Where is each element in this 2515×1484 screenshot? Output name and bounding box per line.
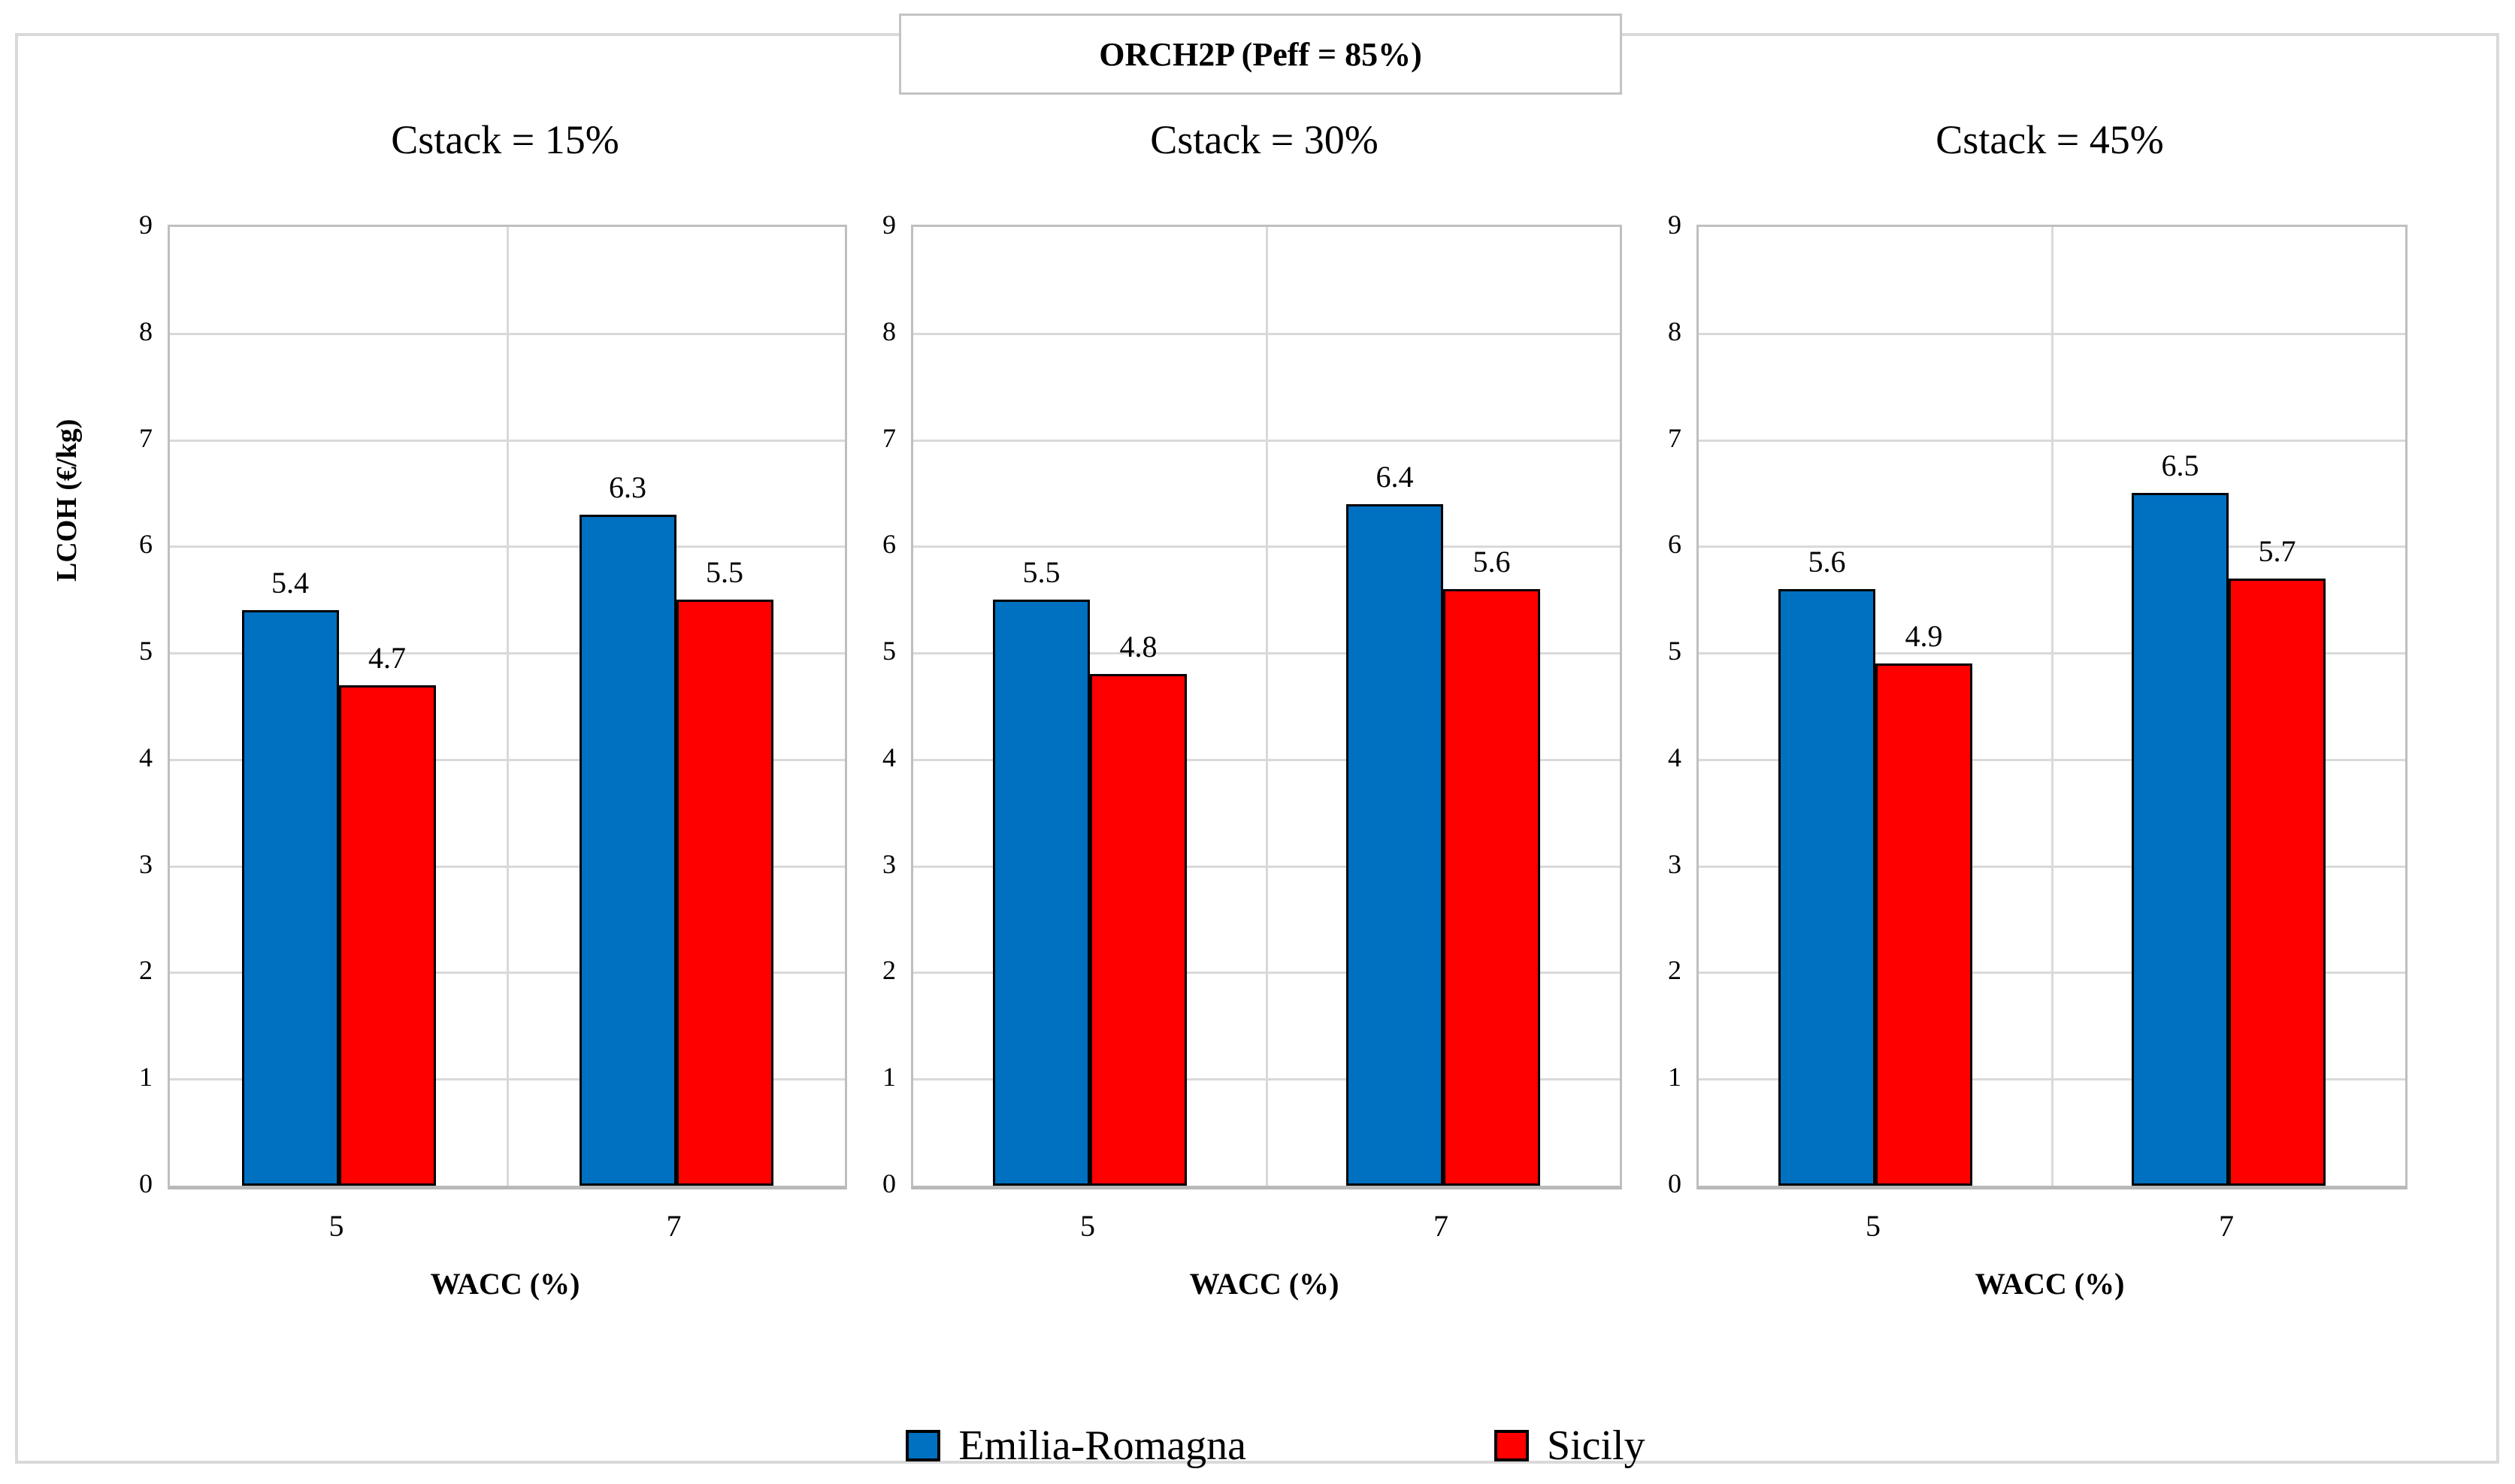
bar-value-label: 5.6 <box>1808 545 1846 579</box>
bar-emilia-romagna <box>241 610 339 1186</box>
bar-sicily <box>1090 674 1187 1186</box>
y-tick-label: 4 <box>139 742 153 772</box>
y-tick-label: 7 <box>139 422 153 453</box>
y-tick-label: 6 <box>1668 529 1681 560</box>
gridline <box>507 227 509 1186</box>
x-axis-label: WACC (%) <box>430 1267 580 1301</box>
y-tick-label: 8 <box>1668 316 1681 346</box>
bar-value-label: 6.3 <box>609 470 646 504</box>
legend-swatch-sicily <box>1494 1430 1529 1461</box>
chart-title: ORCH2P (Peff = 85%) <box>1099 35 1422 73</box>
y-tick-label: 0 <box>1668 1168 1681 1198</box>
legend-label: Emilia-Romagna <box>958 1422 1246 1469</box>
bar-value-label: 6.5 <box>2161 449 2199 483</box>
legend-label: Sicily <box>1546 1422 1645 1469</box>
bar-value-label: 4.9 <box>1905 619 1943 654</box>
chart-title-box: ORCH2P (Peff = 85%) <box>899 14 1622 95</box>
gridline <box>2051 227 2053 1186</box>
bar-sicily <box>1443 589 1540 1186</box>
x-tick-label: 5 <box>1866 1209 1881 1243</box>
legend-swatch-emilia-romagna <box>906 1430 941 1461</box>
y-tick-label: 3 <box>882 848 896 879</box>
bar-emilia-romagna <box>2132 493 2229 1186</box>
y-tick-label: 8 <box>139 316 153 346</box>
x-tick-label: 5 <box>328 1209 344 1243</box>
plot-area: 5.5 4.8 6.4 5.6 <box>911 225 1622 1189</box>
bar-emilia-romagna <box>1778 589 1875 1186</box>
y-tick-label: 2 <box>882 955 896 986</box>
y-tick-label: 9 <box>882 210 896 240</box>
bar-emilia-romagna <box>1346 503 1443 1186</box>
bar-value-label: 4.7 <box>368 640 406 675</box>
legend: Emilia-Romagna Sicily <box>18 1414 2515 1477</box>
panel-title: Cstack = 15% <box>391 117 619 162</box>
plot-area: 5.6 4.9 6.5 5.7 <box>1696 225 2408 1189</box>
bar-value-label: 5.5 <box>706 555 743 590</box>
y-tick-label: 5 <box>1668 636 1681 666</box>
y-tick-label: 0 <box>139 1168 153 1198</box>
y-tick-label: 9 <box>1668 210 1681 240</box>
y-axis-title: LCOH (€/kg) <box>51 419 83 582</box>
x-tick-label: 5 <box>1080 1209 1095 1243</box>
y-tick-label: 9 <box>139 210 153 240</box>
y-tick-label: 8 <box>882 316 896 346</box>
y-tick-label: 2 <box>139 955 153 986</box>
legend-item-emilia-romagna: Emilia-Romagna <box>906 1422 1246 1470</box>
x-tick-label: 7 <box>666 1209 682 1243</box>
bar-sicily <box>338 685 436 1186</box>
y-tick-label: 6 <box>882 529 896 560</box>
y-tick-label: 5 <box>139 636 153 666</box>
bar-sicily <box>1875 663 1972 1186</box>
plot-area: 5.4 4.7 6.3 5.5 <box>168 225 847 1189</box>
x-axis-label: WACC (%) <box>1189 1267 1339 1301</box>
y-tick-label: 3 <box>139 848 153 879</box>
y-tick-label: 3 <box>1668 848 1681 879</box>
panel-title: Cstack = 30% <box>1150 117 1379 162</box>
y-tick-label: 4 <box>882 742 896 772</box>
x-tick-label: 7 <box>1433 1209 1448 1243</box>
bar-value-label: 5.4 <box>271 566 309 600</box>
legend-item-sicily: Sicily <box>1494 1422 1645 1470</box>
bar-sicily <box>2229 578 2326 1186</box>
bar-emilia-romagna <box>579 514 676 1186</box>
bar-value-label: 5.5 <box>1022 555 1061 590</box>
bar-sicily <box>676 600 773 1186</box>
y-tick-label: 1 <box>139 1062 153 1093</box>
y-tick-label: 2 <box>1668 955 1681 986</box>
y-tick-label: 7 <box>882 422 896 453</box>
chart-figure: Cstack = 15% 0 1 2 3 4 5 6 7 8 9 5.4 4.7 6.3 5.5 5 7 WACC… <box>15 33 2499 1469</box>
bar-emilia-romagna <box>993 600 1090 1186</box>
y-tick-label: 6 <box>139 529 153 560</box>
bar-value-label: 6.4 <box>1376 459 1414 494</box>
y-tick-label: 0 <box>882 1168 896 1198</box>
y-tick-label: 4 <box>1668 742 1681 772</box>
panel-title: Cstack = 45% <box>1935 117 2164 162</box>
gridline <box>1266 227 1268 1186</box>
bar-value-label: 5.6 <box>1472 545 1511 579</box>
y-tick-label: 1 <box>1668 1062 1681 1093</box>
y-tick-label: 5 <box>882 636 896 666</box>
bar-value-label: 5.7 <box>2258 533 2296 568</box>
y-tick-label: 7 <box>1668 422 1681 453</box>
bar-value-label: 4.8 <box>1119 630 1158 664</box>
x-tick-label: 7 <box>2219 1209 2234 1243</box>
y-tick-label: 1 <box>882 1062 896 1093</box>
x-axis-label: WACC (%) <box>1975 1267 2125 1301</box>
